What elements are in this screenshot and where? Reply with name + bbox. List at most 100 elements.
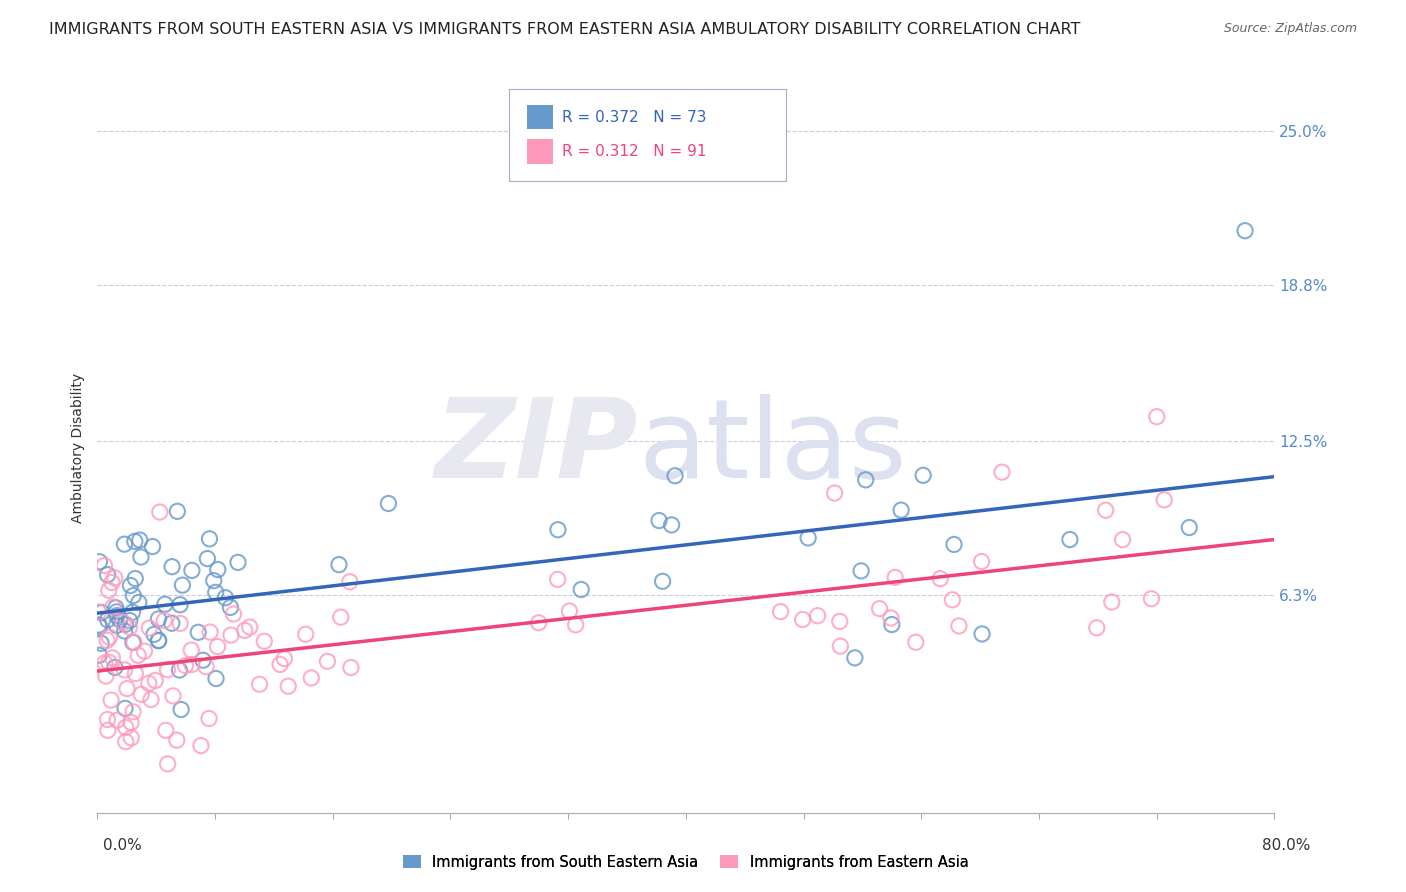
Point [172, 578, 194, 592]
Point [118, 620, 141, 634]
Point [89, 648, 111, 663]
Point [664, 468, 686, 483]
Point [166, 733, 188, 747]
Point [1146, 409, 1168, 424]
Point [124, 534, 146, 549]
Point [991, 465, 1014, 479]
Point [195, 659, 218, 673]
Point [943, 537, 966, 551]
Point [105, 608, 128, 623]
Point [138, 621, 160, 635]
Point [120, 731, 142, 745]
Point [233, 624, 256, 638]
Point [105, 605, 128, 619]
Point [138, 676, 160, 690]
Point [249, 677, 271, 691]
Point [124, 666, 146, 681]
Point [198, 711, 221, 725]
Point [89, 620, 111, 634]
Point [299, 671, 322, 685]
Y-axis label: Ambulatory Disability: Ambulatory Disability [72, 373, 86, 523]
Point [169, 616, 191, 631]
Point [912, 468, 935, 483]
Text: Source: ZipAtlas.com: Source: ZipAtlas.com [1223, 22, 1357, 36]
Point [187, 625, 209, 640]
Point [527, 615, 550, 630]
Point [96, 713, 118, 727]
Point [93, 558, 115, 573]
Point [329, 610, 352, 624]
Point [377, 496, 399, 510]
Point [880, 611, 903, 625]
Point [114, 617, 136, 632]
Point [156, 756, 179, 771]
Point [97, 655, 120, 669]
Point [204, 585, 226, 599]
Point [148, 633, 170, 648]
Text: ZIP: ZIP [436, 394, 638, 501]
Text: 80.0%: 80.0% [1263, 838, 1310, 853]
Point [929, 572, 952, 586]
Text: R = 0.372   N = 73: R = 0.372 N = 73 [562, 110, 707, 125]
Point [112, 615, 135, 630]
Point [174, 658, 197, 673]
FancyBboxPatch shape [527, 104, 553, 129]
Point [1085, 621, 1108, 635]
Point [122, 589, 145, 603]
Point [97, 583, 120, 598]
Point [970, 627, 993, 641]
Text: IMMIGRANTS FROM SOUTH EASTERN ASIA VS IMMIGRANTS FROM EASTERN ASIA AMBULATORY DI: IMMIGRANTS FROM SOUTH EASTERN ASIA VS IM… [49, 22, 1081, 37]
Point [122, 705, 145, 719]
Point [100, 693, 122, 707]
Point [148, 633, 170, 648]
Point [143, 627, 166, 641]
Point [153, 597, 176, 611]
Point [122, 635, 145, 649]
Point [1234, 224, 1257, 238]
Point [564, 617, 586, 632]
Point [141, 540, 163, 554]
Point [869, 601, 891, 615]
Point [824, 486, 846, 500]
Point [97, 613, 120, 627]
Point [180, 657, 202, 672]
Point [128, 595, 150, 609]
Point [129, 687, 152, 701]
Point [143, 673, 166, 688]
Point [98, 630, 121, 644]
Point [769, 605, 792, 619]
Point [170, 702, 193, 716]
Point [97, 567, 120, 582]
Point [105, 618, 128, 632]
Point [115, 681, 138, 696]
Point [101, 575, 124, 590]
Point [205, 672, 228, 686]
Point [273, 651, 295, 665]
Text: 0.0%: 0.0% [103, 838, 142, 853]
Point [134, 644, 156, 658]
Point [139, 692, 162, 706]
Point [797, 531, 820, 545]
Point [830, 639, 852, 653]
Point [94, 656, 117, 670]
Point [155, 723, 177, 738]
Point [970, 554, 993, 568]
Point [1111, 533, 1133, 547]
Point [104, 571, 127, 585]
Point [849, 564, 872, 578]
Point [269, 657, 291, 672]
Point [828, 615, 851, 629]
Point [807, 608, 830, 623]
Point [198, 625, 221, 640]
Point [880, 617, 903, 632]
Point [104, 600, 127, 615]
Point [160, 559, 183, 574]
Point [1153, 492, 1175, 507]
Point [1101, 595, 1123, 609]
Point [105, 713, 128, 727]
Point [114, 720, 136, 734]
Point [101, 599, 124, 614]
Point [547, 523, 569, 537]
Point [190, 739, 212, 753]
Point [114, 734, 136, 748]
